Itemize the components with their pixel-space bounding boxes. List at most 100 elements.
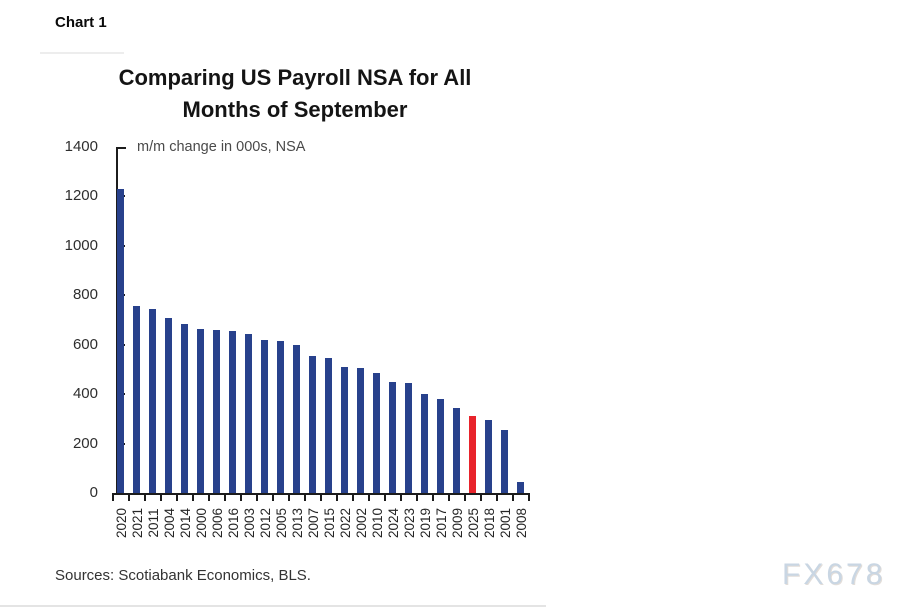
x-axis-label-2024: 2024 bbox=[385, 507, 401, 539]
x-axis-tick bbox=[384, 495, 386, 501]
bar-2013 bbox=[293, 344, 300, 493]
chart-subtitle: m/m change in 000s, NSA bbox=[137, 139, 306, 155]
x-axis-tick bbox=[448, 495, 450, 501]
x-axis-tick bbox=[400, 495, 402, 501]
bar-2007 bbox=[309, 355, 316, 493]
y-axis-label-200: 200 bbox=[72, 434, 98, 452]
y-axis-top-tick bbox=[116, 147, 126, 149]
x-axis-label-2014: 2014 bbox=[177, 507, 193, 539]
bar-2002 bbox=[357, 368, 364, 493]
y-axis-label-1200: 1200 bbox=[64, 187, 98, 205]
x-axis-label-2007: 2007 bbox=[305, 507, 321, 539]
x-axis-label-2004: 2004 bbox=[161, 507, 177, 539]
x-axis-tick bbox=[112, 495, 114, 501]
x-axis-tick bbox=[416, 495, 418, 501]
x-axis-label-2003: 2003 bbox=[241, 507, 257, 539]
bar-2015 bbox=[325, 358, 332, 493]
bar-2019 bbox=[421, 394, 428, 493]
bar-2017 bbox=[437, 399, 444, 493]
y-axis-label-800: 800 bbox=[72, 286, 98, 304]
x-axis-tick bbox=[144, 495, 146, 501]
x-axis-tick bbox=[208, 495, 210, 501]
x-axis-label-2005: 2005 bbox=[273, 507, 289, 539]
x-axis-label-2021: 2021 bbox=[129, 507, 145, 539]
x-axis-label-2019: 2019 bbox=[417, 507, 433, 539]
x-axis-tick bbox=[304, 495, 306, 501]
x-axis-tick bbox=[432, 495, 434, 501]
chart-number-label: Chart 1 bbox=[55, 14, 107, 31]
x-axis-label-2020: 2020 bbox=[113, 507, 129, 539]
x-axis-tick bbox=[320, 495, 322, 501]
x-axis-label-2001: 2001 bbox=[497, 507, 513, 539]
bar-2023 bbox=[405, 383, 412, 493]
fx678-watermark: FX678 bbox=[782, 558, 886, 591]
x-axis-label-2023: 2023 bbox=[401, 507, 417, 539]
bar-2011 bbox=[149, 308, 156, 493]
bar-2004 bbox=[165, 317, 172, 493]
x-axis-tick bbox=[496, 495, 498, 501]
bar-2018 bbox=[485, 420, 492, 493]
x-axis-tick bbox=[160, 495, 162, 501]
divider-under-chart-label bbox=[40, 52, 124, 54]
x-axis-tick bbox=[176, 495, 178, 501]
x-axis-tick bbox=[368, 495, 370, 501]
bar-2005 bbox=[277, 341, 284, 493]
x-axis-tick bbox=[288, 495, 290, 501]
y-axis-label-0: 0 bbox=[89, 484, 98, 501]
x-axis-tick bbox=[480, 495, 482, 501]
x-axis-tick bbox=[192, 495, 194, 501]
bar-2014 bbox=[181, 323, 188, 493]
x-axis-tick bbox=[464, 495, 466, 501]
bottom-divider bbox=[0, 605, 546, 607]
x-axis-tick bbox=[256, 495, 258, 501]
x-axis-tick bbox=[240, 495, 242, 501]
x-axis-label-2012: 2012 bbox=[257, 507, 273, 539]
x-axis-tick bbox=[336, 495, 338, 501]
x-axis-label-2016: 2016 bbox=[225, 507, 241, 539]
y-axis-label-1000: 1000 bbox=[64, 236, 98, 254]
y-axis-label-600: 600 bbox=[72, 335, 98, 353]
y-axis-label-400: 400 bbox=[72, 385, 98, 403]
x-axis-label-2000: 2000 bbox=[193, 507, 209, 539]
chart-title: Comparing US Payroll NSA for All Months … bbox=[60, 62, 530, 126]
x-axis-label-2006: 2006 bbox=[209, 507, 225, 539]
x-axis-label-2002: 2002 bbox=[353, 507, 369, 539]
chart-title-line1: Comparing US Payroll NSA for All bbox=[118, 65, 472, 90]
bar-2024 bbox=[389, 381, 396, 493]
x-axis-label-2011: 2011 bbox=[145, 508, 161, 538]
x-axis-label-2010: 2010 bbox=[369, 507, 385, 539]
x-axis-tick bbox=[512, 495, 514, 501]
x-axis-label-2022: 2022 bbox=[337, 507, 353, 539]
bar-2020 bbox=[117, 189, 124, 493]
bar-2000 bbox=[197, 328, 204, 493]
bar-2025 bbox=[469, 416, 476, 493]
x-axis-tick bbox=[272, 495, 274, 501]
bar-2006 bbox=[213, 329, 220, 493]
y-axis-label-1400: 1400 bbox=[64, 138, 98, 155]
x-axis-label-2017: 2017 bbox=[433, 507, 449, 539]
bar-2008 bbox=[517, 481, 524, 493]
x-axis-label-2013: 2013 bbox=[289, 507, 305, 539]
bar-2010 bbox=[373, 373, 380, 493]
bar-2021 bbox=[133, 306, 140, 493]
chart-title-line2: Months of September bbox=[182, 97, 408, 122]
bar-2016 bbox=[229, 331, 236, 493]
x-axis-label-2009: 2009 bbox=[449, 507, 465, 539]
x-axis-label-2008: 2008 bbox=[513, 507, 529, 539]
bar-2009 bbox=[453, 407, 460, 493]
x-axis-line bbox=[112, 493, 530, 495]
x-axis-label-2015: 2015 bbox=[321, 507, 337, 539]
x-axis-tick bbox=[128, 495, 130, 501]
bar-2001 bbox=[501, 429, 508, 493]
x-axis-tick bbox=[528, 495, 530, 501]
x-axis-tick bbox=[352, 495, 354, 501]
x-axis-label-2018: 2018 bbox=[481, 507, 497, 539]
sources-note: Sources: Scotiabank Economics, BLS. bbox=[55, 567, 311, 584]
x-axis-tick bbox=[224, 495, 226, 501]
bar-2022 bbox=[341, 366, 348, 493]
bar-2012 bbox=[261, 339, 268, 493]
x-axis-label-2025: 2025 bbox=[465, 507, 481, 539]
bar-2003 bbox=[245, 333, 252, 493]
